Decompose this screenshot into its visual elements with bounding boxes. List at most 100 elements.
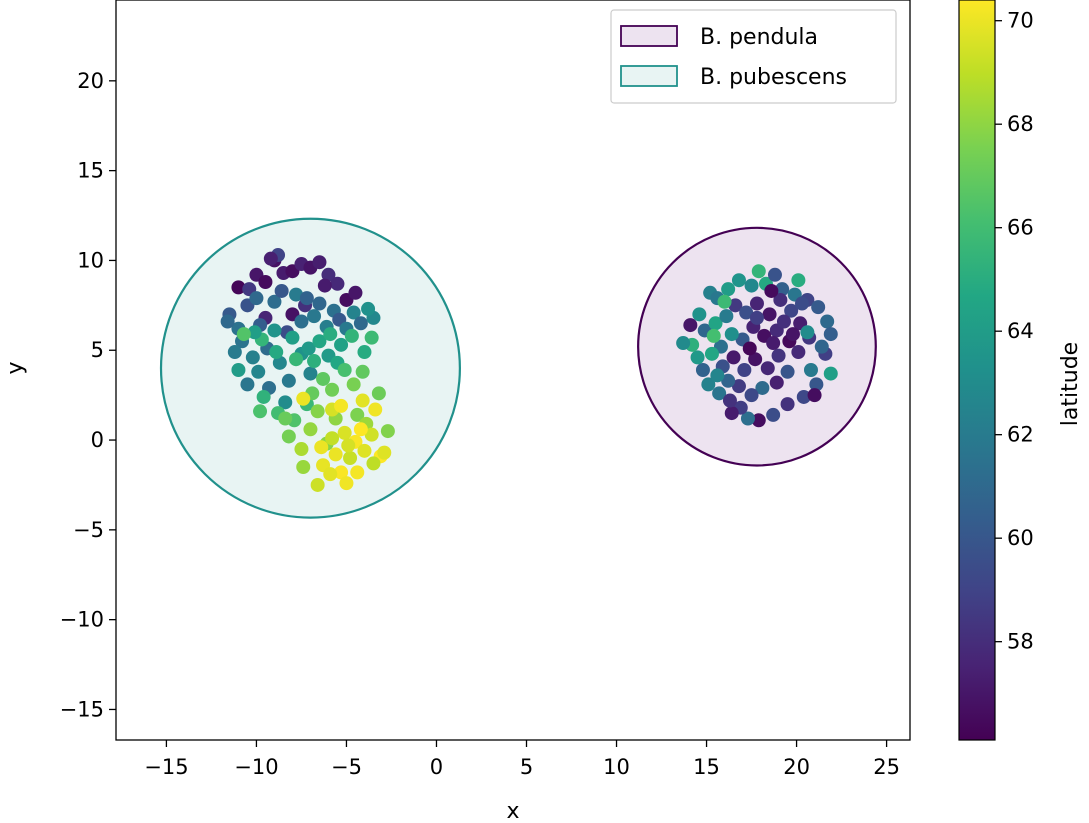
data-point [749,310,764,325]
data-point [364,330,379,345]
data-point [785,327,800,342]
data-point [366,456,381,471]
data-point [766,336,781,351]
data-point [350,465,365,480]
data-point [249,291,264,306]
data-point [791,345,806,360]
y-axis: −15 −10 −5 0 5 10 15 20 [60,69,116,721]
data-point [742,341,757,356]
y-tick-label: 0 [91,428,104,452]
data-point [717,294,732,309]
legend-swatch-b-pubescens [620,65,678,87]
colorbar-frame [958,0,996,741]
data-point [289,352,304,367]
data-point [312,255,327,270]
data-point [348,285,363,300]
data-point [744,388,759,403]
data-point [330,276,345,291]
data-point [231,280,246,295]
data-point [301,341,316,356]
data-point [676,336,691,351]
data-point [695,363,710,377]
data-point [307,309,322,324]
colorbar-tick-label: 68 [1007,112,1034,136]
data-point [312,334,327,349]
colorbar-tick-label: 62 [1007,423,1034,447]
legend: B. pendula B. pubescens [610,9,897,104]
data-point [690,350,705,365]
legend-frame [610,9,897,104]
data-point [294,442,309,457]
x-tick-label: −10 [234,755,278,779]
data-point [811,300,826,315]
data-point [227,345,242,360]
data-point [281,429,296,444]
data-point [310,404,325,419]
data-point [823,366,838,381]
data-point [269,345,284,360]
data-point [726,350,741,365]
data-point [739,305,754,320]
data-point [344,328,359,343]
data-point [766,407,781,422]
data-point [361,301,376,316]
data-point [316,371,331,386]
data-point [708,316,723,331]
data-point [380,424,395,439]
y-tick-label: −10 [60,608,104,632]
x-tick-label: 5 [520,755,533,779]
x-tick-label: −5 [331,755,362,779]
data-point [258,274,273,289]
data-point [748,352,763,367]
data-point [251,364,266,379]
data-point [737,363,752,377]
colorbar-tick-label: 58 [1007,630,1034,654]
data-point [721,373,736,388]
data-point [683,318,698,333]
data-point [371,386,386,401]
y-tick-label: 5 [91,338,104,362]
data-point [809,377,824,392]
x-axis: −15 −10 −5 0 5 10 15 20 25 [144,740,900,779]
data-point [346,305,361,320]
data-point [321,267,336,282]
y-tick-label: 10 [77,248,104,272]
data-point [346,377,361,392]
data-point [325,382,340,397]
x-axis-label: x [506,799,519,823]
legend-swatch-b-pendula [620,25,678,47]
data-point [820,314,835,329]
data-point [353,422,368,437]
colorbar-ticks: 58 60 62 64 66 68 70 [995,9,1034,654]
data-point [769,375,784,390]
data-point [267,323,282,338]
plot-frame [115,0,911,741]
x-tick-label: −15 [144,755,188,779]
data-point [281,373,296,388]
data-point [364,427,379,442]
legend-label-b-pubescens: B. pubescens [700,65,847,90]
data-point [771,348,786,363]
region-b-pendula [637,226,877,467]
data-point [724,406,739,421]
data-point [278,395,293,410]
data-point [303,422,318,437]
y-tick-label: −5 [73,518,104,542]
colorbar: 58 60 62 64 66 68 70 latitude [958,0,1083,741]
data-point [803,363,818,377]
data-point [796,389,811,404]
data-point [740,411,755,426]
data-point [719,309,734,324]
data-point [256,389,271,404]
data-point [272,355,287,370]
data-point [337,363,352,377]
colorbar-tick-label: 64 [1007,319,1034,343]
y-tick-label: −15 [60,697,104,721]
data-point [794,296,809,311]
data-points [220,248,838,492]
data-point [377,445,392,460]
data-point [712,386,727,401]
data-point [278,411,293,426]
data-point [263,251,278,266]
